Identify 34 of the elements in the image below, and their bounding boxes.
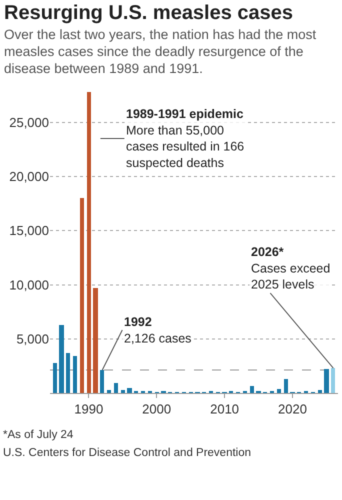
- x-tick-label: 2010: [210, 401, 240, 416]
- bar: [250, 386, 254, 393]
- chart-subtitle: Over the last two years, the nation has had the most measles cases since the deadly resurgence of the disease between 1989 and 1991.: [3, 26, 318, 78]
- x-tick-label: 2000: [142, 401, 172, 416]
- bar: [73, 356, 77, 393]
- bar: [114, 382, 118, 393]
- text: U.S. Centers for Disease Control and Prevention: [3, 446, 252, 459]
- annotation: 1992 2,126 cases: [124, 314, 192, 345]
- bar: [107, 390, 111, 393]
- text: *As of July 24: [3, 428, 74, 441]
- bar: [87, 92, 91, 393]
- bar: [127, 388, 132, 393]
- y-tick-label: 10,000: [9, 276, 49, 292]
- annotation: 2026* Cases exceed 2025 levels: [251, 244, 330, 292]
- y-tick-label: 25,000: [9, 114, 49, 130]
- bar: [277, 388, 281, 393]
- bar: [66, 352, 70, 393]
- y-tick-label: 20,000: [9, 168, 49, 184]
- chart-title: Resurging U.S. measles cases: [3, 1, 294, 25]
- x-tick-label: 1990: [74, 401, 104, 416]
- bar: [324, 368, 329, 393]
- bar: [53, 362, 57, 393]
- bar: [121, 390, 125, 393]
- y-tick-label: 5,000: [16, 331, 49, 346]
- bar: [318, 390, 322, 393]
- bar: [284, 378, 288, 393]
- bar: [331, 368, 335, 393]
- x-tick-label: 2020: [278, 401, 307, 416]
- annotation: 1989-1991 epidemic More than 55,000 cases resulted in 166 suspected deaths: [126, 106, 244, 170]
- bar: [100, 370, 104, 393]
- y-tick-label: 15,000: [9, 222, 49, 238]
- bar: [59, 324, 64, 393]
- bar: [80, 198, 84, 393]
- bar: [93, 288, 98, 393]
